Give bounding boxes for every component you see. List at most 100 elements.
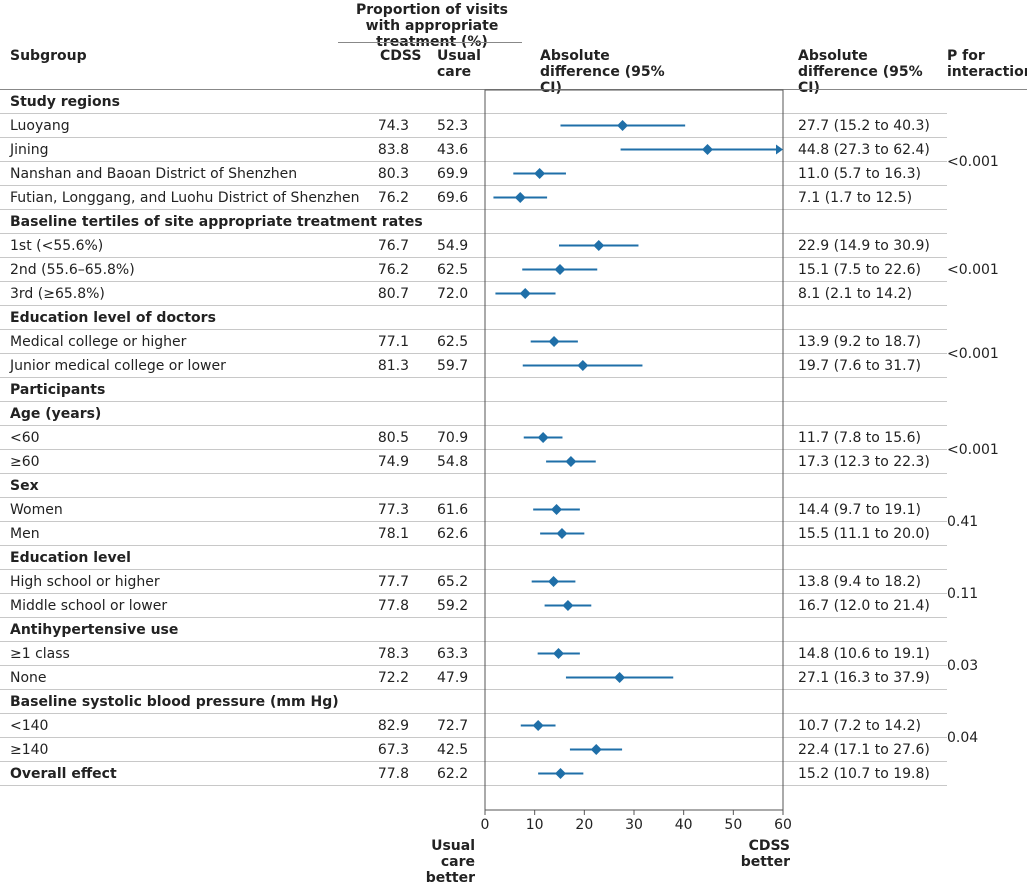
row-divider (0, 473, 947, 474)
abs-diff-text: 44.8 (27.3 to 62.4) (798, 142, 930, 158)
cdss-value: 72.2 (377, 670, 409, 686)
row-divider (0, 185, 947, 186)
cdss-header: CDSS (380, 48, 422, 64)
row-divider (0, 233, 947, 234)
usual-care-value: 65.2 (437, 574, 469, 590)
point-estimate-marker (551, 504, 563, 515)
row-divider (0, 401, 947, 402)
row-divider (0, 425, 947, 426)
usual-care-value: 54.8 (437, 454, 469, 470)
abs-diff-text: 17.3 (12.3 to 22.3) (798, 454, 930, 470)
abs-diff-plot-header: Absolute difference (95% CI) (540, 48, 665, 96)
point-estimate-marker (565, 456, 577, 467)
point-estimate-marker (590, 744, 602, 755)
row-label: ≥140 (10, 742, 49, 758)
abs-diff-text: 15.2 (10.7 to 19.8) (798, 766, 930, 782)
cdss-value: 82.9 (377, 718, 409, 734)
section-heading: Baseline systolic blood pressure (mm Hg) (10, 694, 339, 710)
x-tick-label: 0 (481, 817, 490, 833)
abs-diff-text: 10.7 (7.2 to 14.2) (798, 718, 921, 734)
row-label: Luoyang (10, 118, 70, 134)
cdss-better-label: CDSS better (740, 838, 790, 870)
row-label: Men (10, 526, 40, 542)
point-estimate-marker (702, 144, 714, 155)
abs-diff-text: 19.7 (7.6 to 31.7) (798, 358, 921, 374)
usual-care-value: 62.5 (437, 334, 469, 350)
row-label: <140 (10, 718, 49, 734)
row-divider (0, 569, 947, 570)
usual-care-value: 63.3 (437, 646, 469, 662)
row-divider (0, 713, 947, 714)
row-divider (0, 785, 947, 786)
cdss-value: 78.3 (377, 646, 409, 662)
abs-diff-text: 22.4 (17.1 to 27.6) (798, 742, 930, 758)
cdss-value: 76.2 (377, 190, 409, 206)
x-axis: 0 10 20 30 40 50 60 (481, 810, 792, 833)
point-estimate-marker (593, 240, 605, 251)
row-label: 3rd (≥65.8%) (10, 286, 105, 302)
subgroup-header: Subgroup (10, 48, 87, 64)
abs-diff-text: 16.7 (12.0 to 21.4) (798, 598, 930, 614)
p-value: 0.03 (947, 658, 979, 674)
p-value: <0.001 (947, 262, 999, 278)
row-label: ≥1 class (10, 646, 70, 662)
abs-diff-text: 14.8 (10.6 to 19.1) (798, 646, 930, 662)
point-estimate-marker (532, 720, 544, 731)
row-label: Nanshan and Baoan District of Shenzhen (10, 166, 298, 182)
row-divider (0, 617, 947, 618)
usual-care-value: 69.6 (437, 190, 469, 206)
cdss-value: 80.7 (377, 286, 409, 302)
row-label: None (10, 670, 47, 686)
row-divider (0, 521, 947, 522)
x-tick-label: 50 (724, 817, 742, 833)
abs-diff-text: 13.9 (9.2 to 18.7) (798, 334, 921, 350)
p-value: 0.04 (947, 730, 979, 746)
plot-marks (493, 120, 783, 779)
point-estimate-marker (514, 192, 526, 203)
usual-care-value: 59.7 (437, 358, 469, 374)
usual-care-value: 42.5 (437, 742, 469, 758)
usual-care-value: 62.5 (437, 262, 469, 278)
abs-diff-text: 27.1 (16.3 to 37.9) (798, 670, 930, 686)
row-divider (0, 689, 947, 690)
point-estimate-marker (537, 432, 549, 443)
cdss-value: 77.7 (377, 574, 409, 590)
cdss-value: 77.3 (377, 502, 409, 518)
row-divider (0, 305, 947, 306)
point-estimate-marker (617, 120, 629, 131)
point-estimate-marker (556, 528, 568, 539)
usual-care-value: 54.9 (437, 238, 469, 254)
usual-care-value: 61.6 (437, 502, 469, 518)
p-interaction-header: P for interaction (947, 48, 1027, 80)
cdss-value: 81.3 (377, 358, 409, 374)
abs-diff-text: 8.1 (2.1 to 14.2) (798, 286, 913, 302)
row-label: Overall effect (10, 766, 117, 782)
row-label: Junior medical college or lower (10, 358, 226, 374)
x-tick-label: 60 (774, 817, 792, 833)
abs-diff-text: 11.0 (5.7 to 16.3) (798, 166, 921, 182)
section-heading: Education level (10, 550, 131, 566)
abs-diff-text: 15.1 (7.5 to 22.6) (798, 262, 921, 278)
abs-diff-text: 13.8 (9.4 to 18.2) (798, 574, 921, 590)
row-label: 1st (<55.6%) (10, 238, 104, 254)
row-divider (0, 137, 947, 138)
usual-care-value: 52.3 (437, 118, 469, 134)
usual-care-value: 59.2 (437, 598, 469, 614)
row-label: 2nd (55.6–65.8%) (10, 262, 135, 278)
abs-diff-text: 27.7 (15.2 to 40.3) (798, 118, 930, 134)
usual-care-value: 72.7 (437, 718, 469, 734)
usual-care-value: 70.9 (437, 430, 469, 446)
cdss-value: 76.2 (377, 262, 409, 278)
group-header: Proportion of visits with appropriate tr… (356, 2, 508, 50)
row-divider (0, 449, 947, 450)
usual-care-header: Usual care (437, 48, 481, 80)
p-value: 0.41 (947, 514, 979, 530)
row-divider (0, 161, 947, 162)
cdss-value: 74.9 (377, 454, 409, 470)
row-divider (0, 281, 947, 282)
row-label: Medical college or higher (10, 334, 187, 350)
cdss-value: 77.8 (377, 766, 409, 782)
section-heading: Antihypertensive use (10, 622, 179, 638)
row-divider (0, 329, 947, 330)
row-divider (0, 377, 947, 378)
